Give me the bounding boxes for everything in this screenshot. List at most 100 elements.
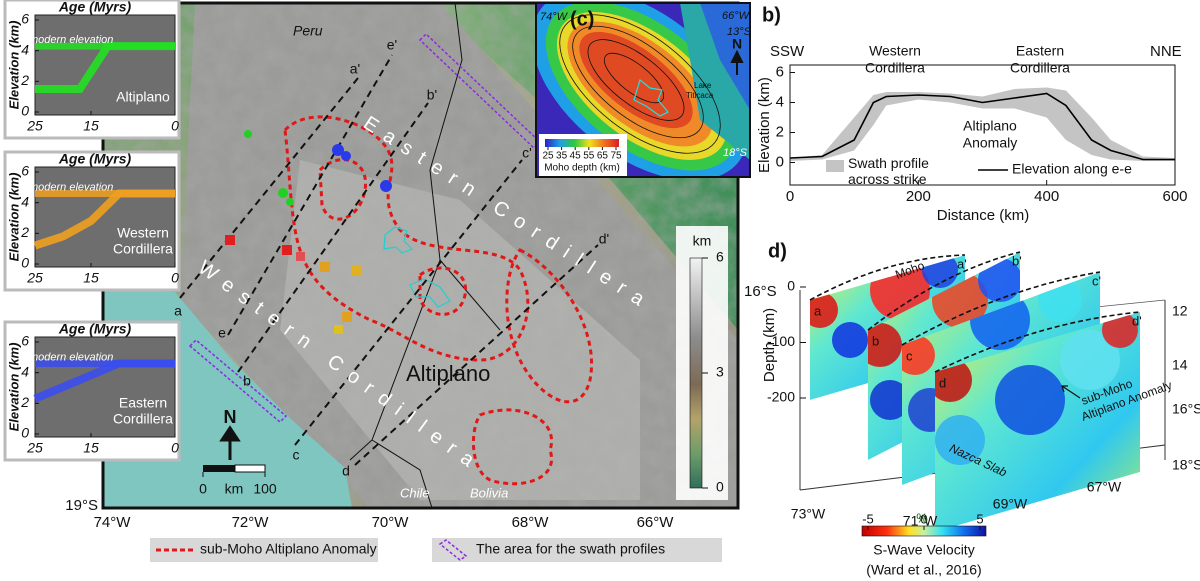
north-label: N (224, 407, 237, 427)
profile-label: b' (427, 87, 437, 103)
colorbar-tick-label: 25 (542, 151, 554, 162)
north-label: N (732, 36, 742, 52)
lat-tick-label: 16°S (744, 283, 777, 300)
border (349, 3, 501, 508)
annotation: Cordillera (865, 60, 925, 76)
anomaly-outline (418, 266, 467, 316)
profile-line (294, 159, 523, 446)
profile-label: b (243, 373, 251, 389)
inset-x-tick: 25 (26, 440, 43, 456)
place-label: Altiplano (406, 361, 490, 386)
lon-tick-label: 72°W (232, 514, 270, 531)
north-arrow (730, 49, 744, 75)
lon-tick-label: 70°W (372, 514, 410, 531)
inset-y-tick: 6 (21, 11, 29, 27)
lat-tick-label: 16°S (1172, 401, 1200, 417)
profile-label: d (342, 463, 350, 479)
lon-tick-label: 66°W (637, 514, 675, 531)
sample-markers (225, 130, 392, 334)
velocity-slice (935, 312, 1140, 532)
colorbar-tick-label: 5 (976, 511, 983, 526)
modern-label: modern elevation (29, 34, 113, 46)
profile-line (227, 54, 393, 336)
moho-line (901, 271, 1101, 346)
lake-outline (633, 78, 669, 117)
inset-y-tick: 0 (21, 255, 29, 271)
place-label: Bolivia (470, 485, 508, 500)
colorbar-title: S-Wave Velocity (873, 542, 974, 558)
legend-label: Elevation along e-e (1012, 161, 1132, 177)
y-tick-label: 6 (776, 63, 784, 80)
inset-title: Age (Myrs) (58, 0, 132, 15)
moho-line (867, 251, 1021, 331)
inset-y-tick: 0 (21, 103, 29, 119)
panel-label: d) (768, 240, 787, 262)
colorbar-tick-label: 75 (610, 151, 622, 162)
contour (603, 52, 665, 104)
direction-label: SSW (770, 43, 805, 60)
x-axis-label: Distance (km) (937, 207, 1030, 224)
anomaly-outline (318, 158, 367, 221)
colorbar-unit: km (693, 233, 712, 249)
trend (33, 359, 175, 403)
colorbar-tick-label: 6 (716, 249, 724, 265)
annotation: Eastern (1016, 43, 1064, 59)
inset-region: Cordillera (113, 241, 173, 257)
inset-x-tick: 25 (26, 270, 43, 286)
lon-tick-label: 74°W (94, 514, 132, 531)
lat-tick-label: 14 (1172, 357, 1188, 373)
moho-colorbar (545, 139, 619, 147)
legend-box (432, 538, 722, 562)
inset-y-tick: 0 (21, 425, 29, 441)
colorbar-unit: % (916, 510, 928, 525)
swath-box (188, 338, 288, 424)
corner-label: 13°S (727, 26, 752, 38)
moho-line (809, 254, 966, 301)
inset-y-tick: 4 (21, 41, 29, 57)
profile-label: c (293, 447, 300, 463)
scale-unit: km (225, 481, 244, 497)
velocity-anomaly (1102, 312, 1138, 348)
swath-band (790, 87, 1175, 161)
direction-label: NNE (1150, 43, 1182, 60)
inset-y-tick: 2 (20, 394, 29, 410)
legend-swath-symbol (438, 539, 468, 561)
legend-label: sub-Moho Altiplano Anomaly (200, 541, 377, 557)
sample-marker (296, 252, 305, 261)
x-tick-label: 0 (786, 188, 794, 205)
legend-swath-text: Swath profile across strike (848, 155, 929, 187)
inset-y-tick: 6 (21, 163, 29, 179)
x-tick-label: 200 (906, 188, 931, 205)
contour (572, 25, 704, 139)
annotation: Altiplano (963, 118, 1017, 134)
sample-marker (225, 235, 235, 245)
corner-label: 18°S (723, 147, 748, 159)
velocity-anomaly (1060, 330, 1120, 390)
inset-x-tick: 15 (83, 270, 99, 286)
trend (33, 189, 175, 250)
inset-frame (535, 2, 751, 178)
sample-marker (282, 245, 292, 255)
slice-label: d' (1132, 313, 1142, 328)
inset-y-label: Elevation (km) (6, 343, 21, 432)
sample-marker (342, 312, 352, 322)
inset-x-tick: 0 (171, 270, 179, 286)
inset-title: Age (Myrs) (58, 321, 132, 337)
sample-marker (332, 144, 344, 156)
inset-x-tick: 15 (83, 440, 99, 456)
velocity-anomaly (978, 258, 1020, 302)
legend-label: The area for the swath profiles (476, 541, 665, 557)
x-tick-label: 400 (1034, 188, 1059, 205)
lake-label: Titicaca (686, 91, 714, 100)
velocity-anomaly (870, 380, 910, 420)
annotation: Western (869, 43, 921, 59)
colorbar-tick-label: 45 (570, 151, 582, 162)
slice-label: a' (957, 256, 967, 271)
colorbar-tick-label: 3 (716, 364, 724, 380)
depth-tick-label: 0 (787, 278, 795, 294)
inset-title: Age (Myrs) (58, 151, 132, 167)
velocity-anomaly (832, 322, 868, 358)
